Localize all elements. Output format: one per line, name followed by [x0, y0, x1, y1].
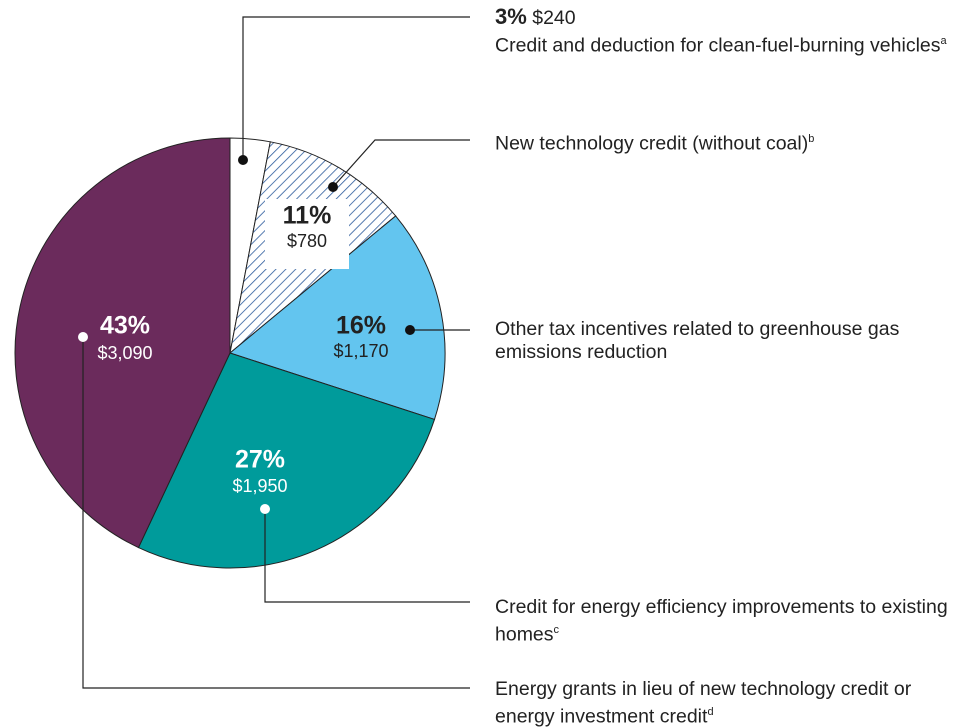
amount-label: $1,950 [232, 476, 287, 496]
percent-label: 3% [495, 4, 527, 29]
amount-label: $240 [532, 7, 576, 29]
legend-label: Other tax incentives related to greenhou… [495, 318, 955, 364]
legend-label: Credit for energy efficiency improvement… [495, 596, 955, 647]
leader-dot [328, 182, 338, 192]
footnote-marker: d [707, 706, 714, 718]
leader-dot [238, 155, 248, 165]
category-name: Energy grants in lieu of new technology … [495, 678, 912, 727]
leader-line [242, 16, 470, 160]
category-name: Other tax incentives related to greenhou… [495, 318, 900, 363]
category-name: New technology credit (without coal) [495, 132, 809, 155]
leader-dot [405, 325, 415, 335]
label-background [265, 199, 349, 269]
footnote-marker: a [940, 35, 947, 47]
leader-line [264, 509, 470, 603]
percent-label: 11% [283, 202, 332, 230]
legend-label: New technology credit (without coal)b [495, 128, 955, 156]
legend-label: Energy grants in lieu of new technology … [495, 678, 955, 727]
legend-label: 3% $240 Credit and deduction for clean-fu… [495, 5, 955, 58]
pie-slice [137, 352, 436, 569]
leader-dot [260, 504, 270, 514]
category-name: Credit and deduction for clean-fuel-burn… [495, 34, 941, 57]
amount-label: $780 [287, 231, 327, 251]
footnote-marker: b [808, 133, 815, 145]
percent-label: 43% [100, 312, 150, 340]
pie-slice [14, 137, 231, 549]
amount-label: $1,170 [333, 341, 388, 361]
footnote-marker: c [553, 624, 560, 636]
amount-label: $3,090 [97, 343, 152, 363]
category-name: Credit for energy efficiency improvement… [495, 596, 948, 646]
leader-line [332, 139, 470, 188]
leader-line [82, 337, 470, 689]
pie-slice [228, 215, 446, 421]
percent-label: 27% [235, 446, 285, 474]
leader-dot [78, 332, 88, 342]
percent-label: 16% [336, 312, 386, 340]
